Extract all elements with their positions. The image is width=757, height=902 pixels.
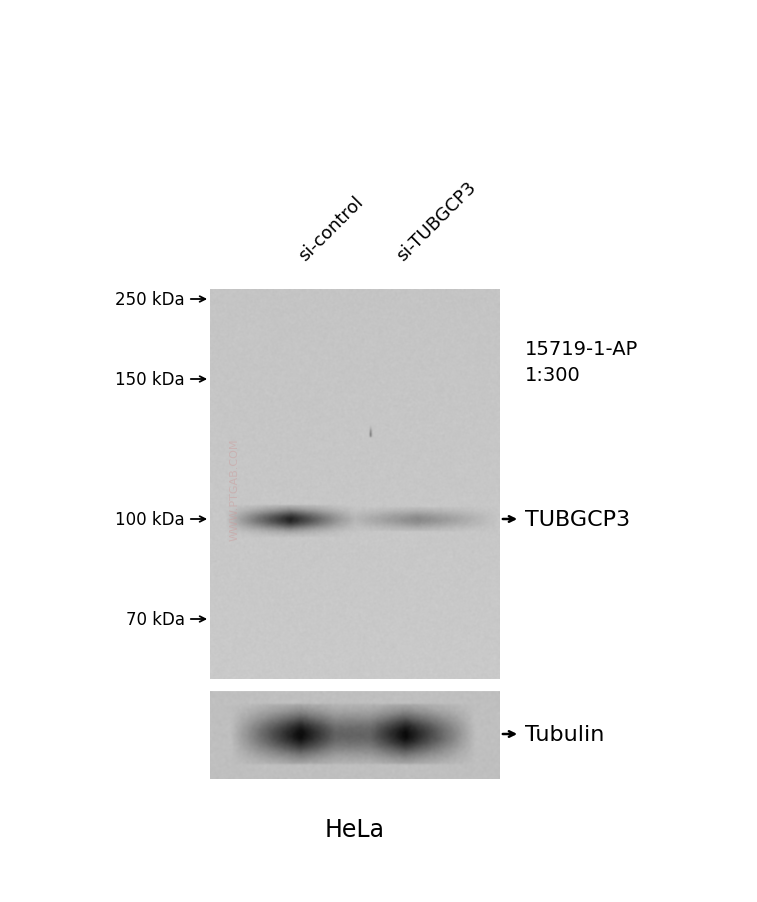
- Text: si-TUBGCP3: si-TUBGCP3: [393, 179, 479, 264]
- Text: 70 kDa: 70 kDa: [126, 611, 185, 629]
- Text: HeLa: HeLa: [325, 817, 385, 841]
- Text: si-control: si-control: [295, 193, 367, 264]
- Text: 150 kDa: 150 kDa: [115, 371, 185, 389]
- Text: TUBGCP3: TUBGCP3: [525, 510, 630, 529]
- Text: WWW.PTGAB.COM: WWW.PTGAB.COM: [230, 438, 240, 540]
- Text: 250 kDa: 250 kDa: [115, 290, 185, 308]
- Text: 100 kDa: 100 kDa: [115, 511, 185, 529]
- Text: 15719-1-AP
1:300: 15719-1-AP 1:300: [525, 340, 638, 385]
- Text: Tubulin: Tubulin: [525, 724, 604, 744]
